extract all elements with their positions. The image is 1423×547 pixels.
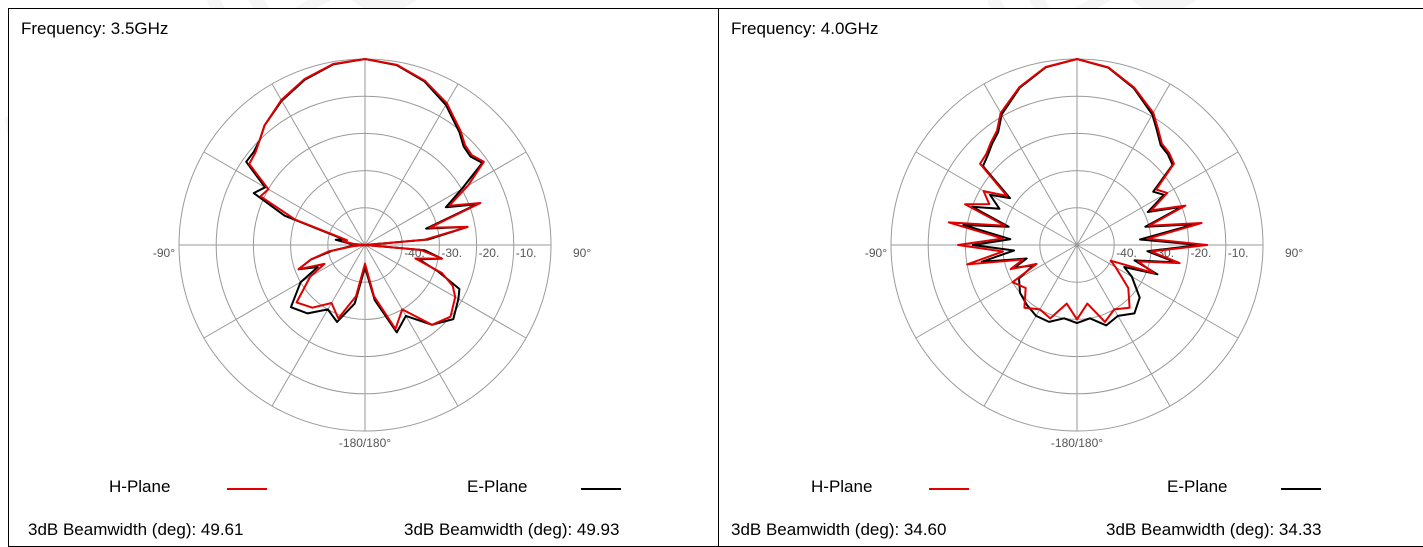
angle-label-left: -90° (865, 246, 887, 260)
grid-spoke (364, 244, 527, 339)
angle-label-bottom: -180/180° (339, 436, 391, 450)
grid-spoke (203, 244, 366, 339)
ring-label: -30. (441, 246, 462, 260)
beamwidth-e-plane: 3dB Beamwidth (deg): 34.33 (1106, 520, 1322, 539)
grid-spoke (364, 83, 459, 246)
chart-panel-4-0ghz: Frequency: 4.0GHz -40. -30. -20. -10. -90° 90… (718, 8, 1423, 547)
legend-label-h-plane: H-Plane (109, 477, 171, 496)
beamwidth-h-plane: 3dB Beamwidth (deg): 49.61 (28, 520, 244, 539)
chart-title: Frequency: 3.5GHz (21, 19, 169, 38)
angle-label-right: 90° (1285, 246, 1303, 260)
beamwidth-h-plane: 3dB Beamwidth (deg): 34.60 (731, 520, 947, 539)
grid-spoke (271, 244, 366, 407)
angle-label-left: -90° (153, 246, 175, 260)
legend-swatch-h-plane (929, 488, 969, 490)
legend-swatch-e-plane (1281, 488, 1321, 490)
grid-spoke (203, 151, 366, 246)
angle-label-bottom: -180/180° (1051, 436, 1103, 450)
grid-spoke (915, 244, 1078, 339)
grid-spoke (1076, 151, 1239, 246)
grid-spoke (1076, 244, 1171, 407)
grid-spoke (271, 83, 366, 246)
chart-title: Frequency: 4.0GHz (731, 19, 879, 38)
ring-label: -10. (516, 246, 537, 260)
ring-label: -20. (479, 246, 500, 260)
legend-label-h-plane: H-Plane (811, 477, 873, 496)
series-line-e-plane (962, 58, 1201, 327)
grid-spoke (983, 244, 1078, 407)
series-line-h-plane (947, 58, 1209, 323)
grid-spoke (1076, 244, 1239, 339)
ring-label: -40. (1116, 246, 1137, 260)
legend-label-e-plane: E-Plane (467, 477, 528, 496)
grid-spoke (915, 151, 1078, 246)
grid-spoke (364, 151, 527, 246)
legend-swatch-h-plane (227, 488, 267, 490)
angle-label-right: 90° (573, 246, 591, 260)
grid-spoke (1076, 83, 1171, 246)
polar-chart: -40. -30. -20. -10.-90° 90°-180/180° (865, 58, 1303, 450)
legend-label-e-plane: E-Plane (1167, 477, 1228, 496)
ring-label: -10. (1228, 246, 1249, 260)
ring-label: -20. (1191, 246, 1212, 260)
grid-spoke (364, 244, 459, 407)
polar-chart: -40. -30. -20. -10.-90° 90°-180/180° (153, 58, 591, 450)
beamwidth-e-plane: 3dB Beamwidth (deg): 49.93 (404, 520, 620, 539)
chart-panel-3-5ghz: Frequency: 3.5GHz -40. -30. -20. -10. -90° 90… (8, 8, 719, 547)
series-line-h-plane (248, 58, 485, 330)
grid-spoke (983, 83, 1078, 246)
legend-swatch-e-plane (581, 488, 621, 490)
